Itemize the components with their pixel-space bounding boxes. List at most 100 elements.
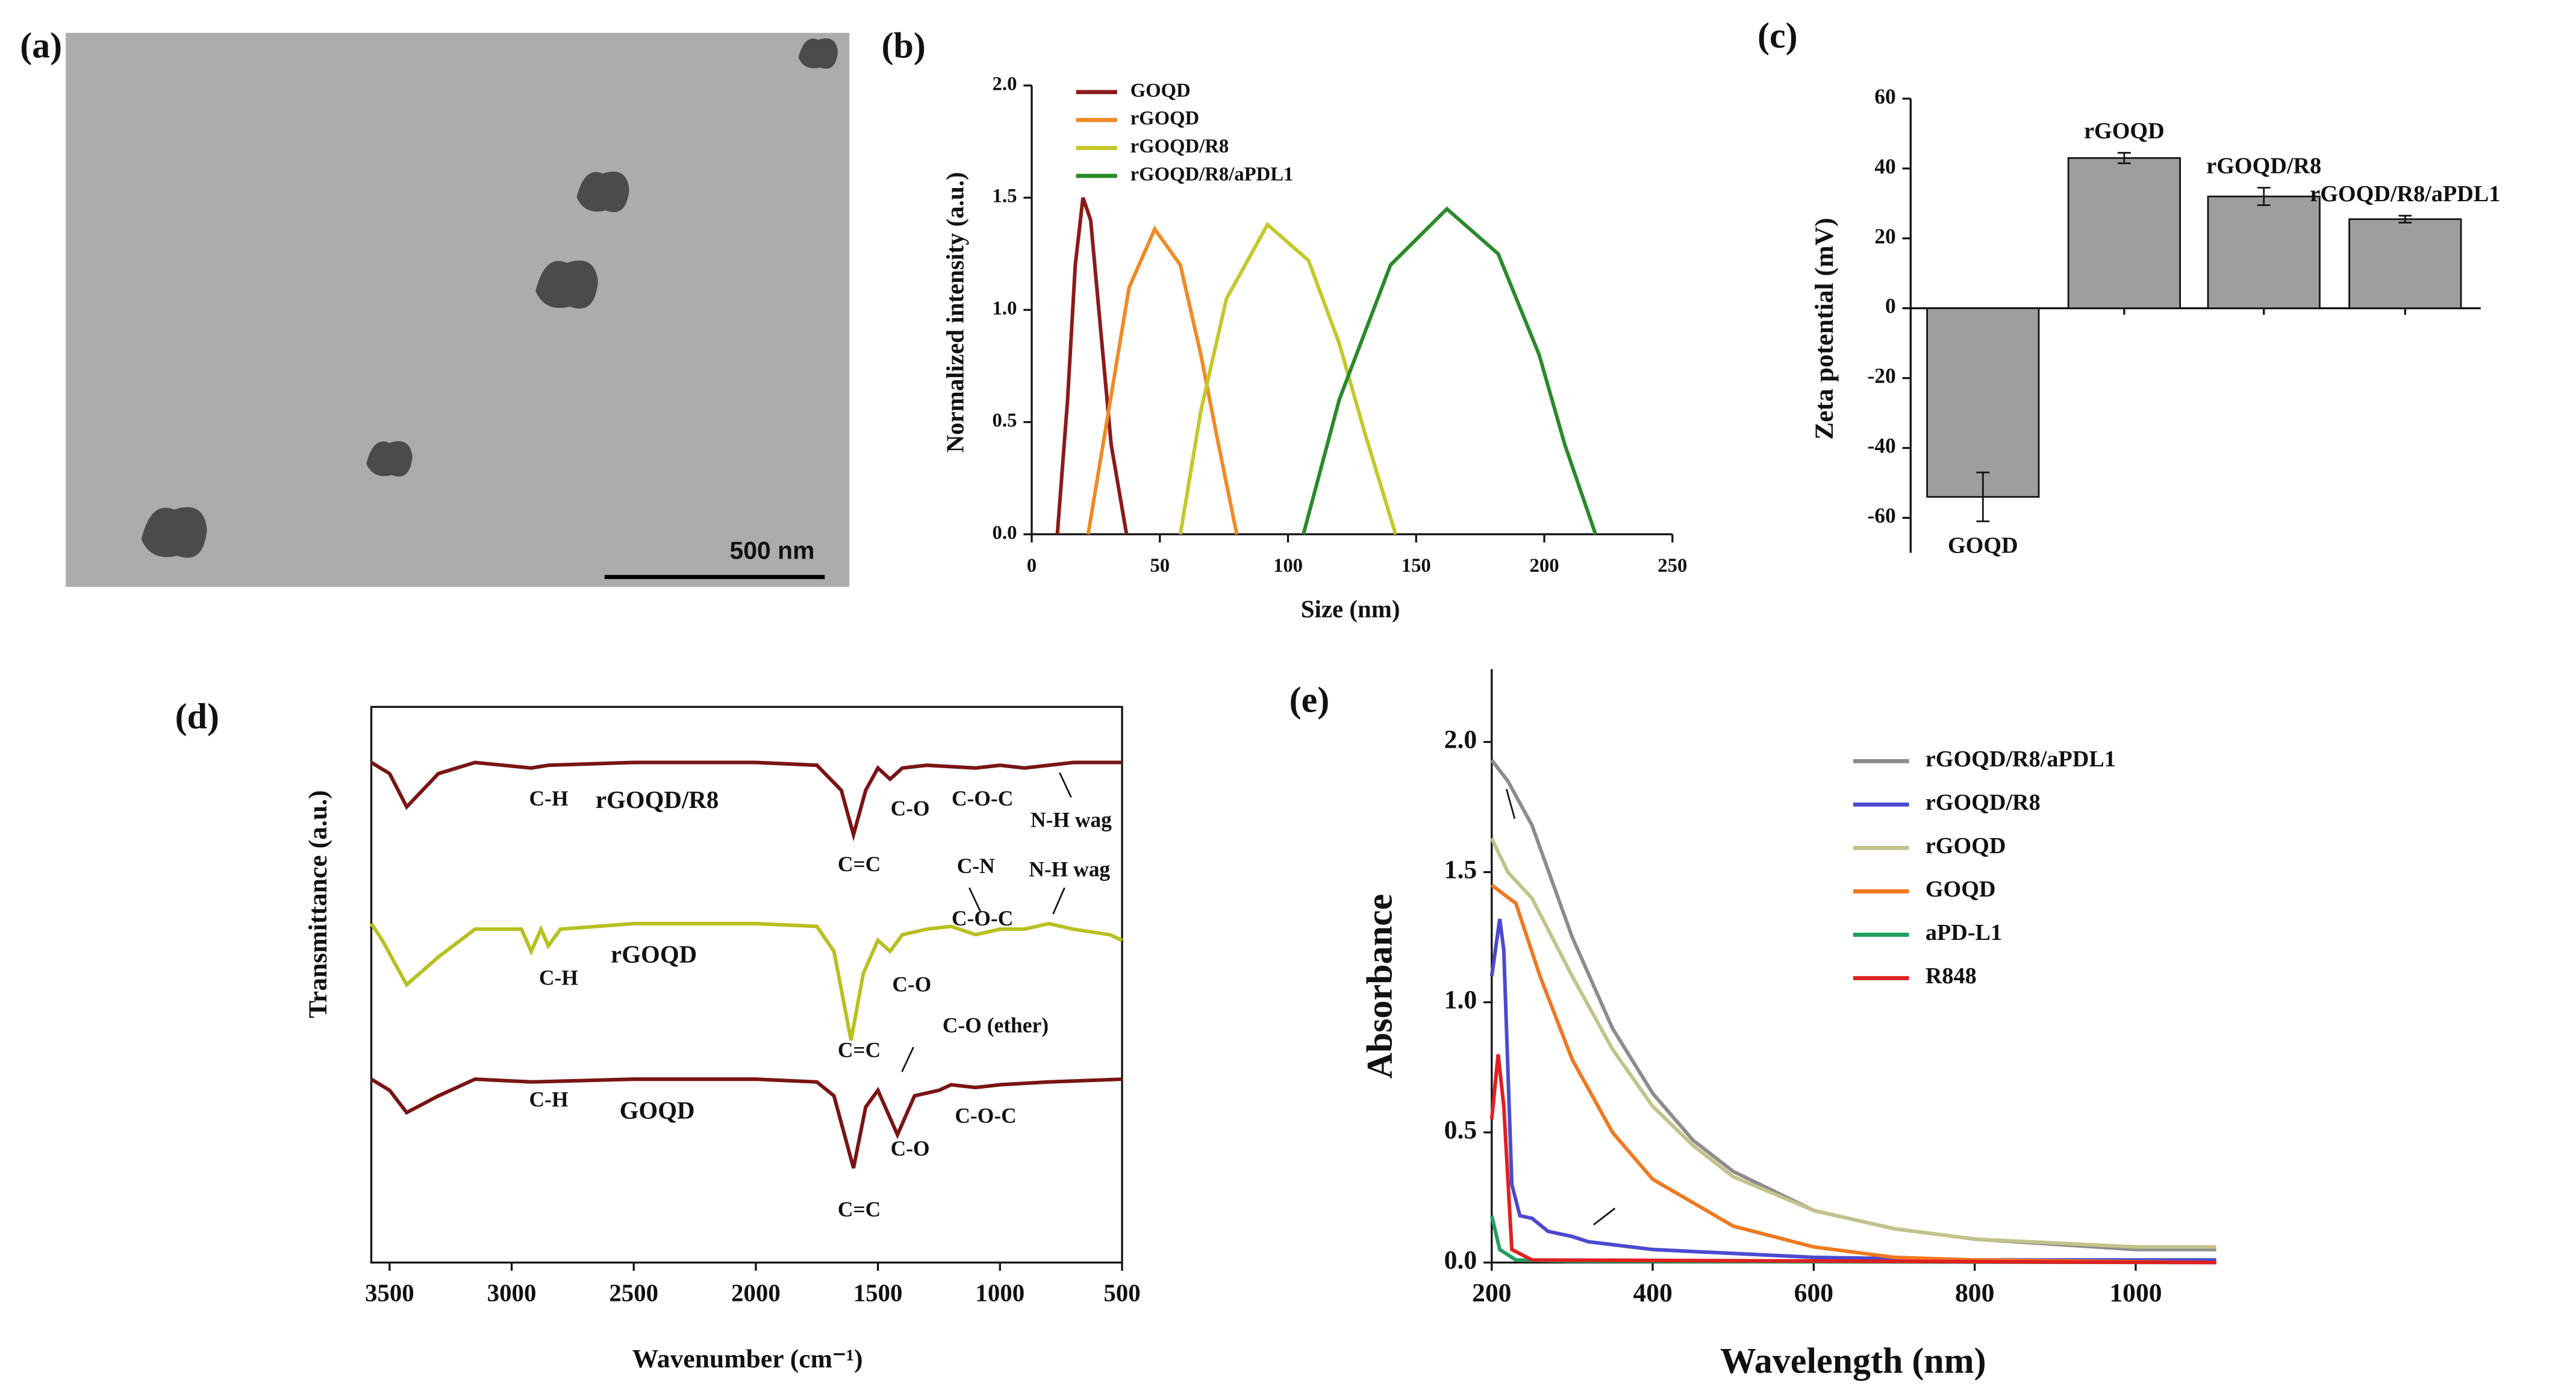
annotation: C-N <box>957 854 995 878</box>
bar <box>2348 218 2462 309</box>
y-tick-label: 1.0 <box>1444 986 1477 1015</box>
annotation: C-O-C <box>952 906 1013 930</box>
series-line <box>1055 197 1129 535</box>
error-bar <box>2117 152 2131 164</box>
y-tick-label: -40 <box>1867 434 1895 458</box>
x-tick-label: 0 <box>1027 555 1037 577</box>
y-tick-label: 0.5 <box>993 410 1017 431</box>
annotation: C=C <box>838 1197 881 1221</box>
error-bar <box>2398 214 2412 224</box>
bar-label: rGOQD/R8 <box>2206 154 2321 179</box>
annotation: N-H wag <box>1031 807 1112 831</box>
x-tick-label: 3500 <box>365 1279 414 1306</box>
x-tick-label: 2000 <box>731 1279 781 1306</box>
series-label: rGOQD <box>611 940 697 968</box>
arrow <box>1505 789 1516 819</box>
arrow <box>1593 1207 1616 1225</box>
annotation: N-H wag <box>1029 857 1110 881</box>
y-axis-label: Transmittance (a.u.) <box>304 790 332 1018</box>
particle <box>798 38 838 69</box>
x-tick-label: 50 <box>1150 555 1170 577</box>
x-tick-label: 1000 <box>2109 1279 2162 1307</box>
series-line <box>370 1077 1123 1169</box>
annotation: C=C <box>838 852 881 876</box>
series-line <box>1490 837 2216 1249</box>
legend-label: rGOQD/R8 <box>1131 136 1229 157</box>
x-tick-label: 600 <box>1794 1279 1833 1307</box>
panel-label: (d) <box>175 696 219 736</box>
x-tick-label: 200 <box>1472 1279 1511 1307</box>
legend-label: rGOQD <box>1926 833 2006 859</box>
particle <box>535 260 598 309</box>
x-tick-label: 3000 <box>487 1279 537 1306</box>
y-tick-label: 0.0 <box>1444 1246 1477 1275</box>
series-line <box>1490 759 2216 1251</box>
y-tick-label: 2.0 <box>1444 725 1477 754</box>
series-line <box>1489 1054 2216 1265</box>
legend-label: rGOQD/R8 <box>1926 790 2041 815</box>
annotation: C-O <box>892 972 931 996</box>
legend-label: rGOQD/R8/aPDL1 <box>1131 163 1294 185</box>
series-line <box>1489 1215 2216 1265</box>
x-axis-label: Wavelength (nm) <box>1720 1341 1986 1380</box>
series-line <box>1489 918 2216 1262</box>
legend-label: rGOQD <box>1131 108 1199 130</box>
annotation: C-O (ether) <box>943 1013 1049 1037</box>
panel-label: (a) <box>20 26 62 66</box>
annotation: C=C <box>838 1038 881 1062</box>
annotation: C-H <box>529 1087 569 1111</box>
legend-label: aPD-L1 <box>1926 920 2002 945</box>
particle <box>576 171 629 213</box>
micrograph <box>66 33 850 587</box>
bar <box>2207 195 2321 309</box>
panel-label: (e) <box>1290 680 1330 720</box>
arrows <box>901 772 1616 1225</box>
y-tick-label: 20 <box>1874 224 1895 248</box>
x-tick-label: 400 <box>1633 1279 1672 1307</box>
annotation: C-H <box>539 965 578 989</box>
error-bar <box>2257 187 2271 206</box>
particle <box>141 507 207 558</box>
x-tick-label: 100 <box>1273 555 1303 577</box>
x-tick-label: 200 <box>1529 555 1559 577</box>
x-tick-label: 500 <box>1103 1279 1140 1306</box>
annotation: C-H <box>529 786 569 810</box>
particle <box>366 441 413 477</box>
panel-label: (c) <box>1757 16 1798 55</box>
y-tick-label: 60 <box>1874 84 1895 108</box>
bar-label: rGOQD/R8/aPDL1 <box>2310 181 2500 207</box>
arrow <box>901 1047 914 1072</box>
y-tick-label: 0.0 <box>993 522 1017 543</box>
legend-label: R848 <box>1926 963 1977 989</box>
series-line <box>370 760 1123 842</box>
legend-label: GOQD <box>1926 877 1996 902</box>
y-tick-label: 2.0 <box>993 73 1017 95</box>
legend-label: rGOQD/R8/aPDL1 <box>1926 746 2116 772</box>
legend-label: GOQD <box>1131 80 1191 101</box>
y-axis-label: Zeta potential (mV) <box>1810 218 1839 440</box>
y-tick-label: 40 <box>1874 154 1895 178</box>
y-tick-label: 0.5 <box>1444 1116 1477 1145</box>
y-tick-label: -60 <box>1867 504 1895 528</box>
bar <box>2067 157 2181 309</box>
x-tick-label: 250 <box>1658 555 1687 577</box>
x-tick-label: 800 <box>1955 1279 1994 1307</box>
series-line <box>1086 225 1239 535</box>
bar-label: rGOQD <box>2084 119 2165 144</box>
annotation: C-O-C <box>955 1104 1016 1128</box>
arrow <box>1052 887 1065 915</box>
panel-label: (b) <box>882 26 926 66</box>
y-axis-label: Normalized intensity (a.u.) <box>942 172 969 452</box>
x-tick-label: 1000 <box>975 1279 1024 1306</box>
series-label: GOQD <box>620 1097 695 1124</box>
y-tick-label: 0 <box>1885 294 1896 318</box>
x-axis-label: Size (nm) <box>1301 595 1400 622</box>
plot-frame <box>370 706 1123 1264</box>
y-tick-label: 1.5 <box>993 186 1017 207</box>
series-line <box>1178 222 1398 535</box>
series-line <box>1302 206 1597 535</box>
x-tick-label: 1500 <box>853 1279 903 1306</box>
scale-bar-label: 500 nm <box>730 537 815 565</box>
annotation: C-O <box>891 1136 930 1160</box>
